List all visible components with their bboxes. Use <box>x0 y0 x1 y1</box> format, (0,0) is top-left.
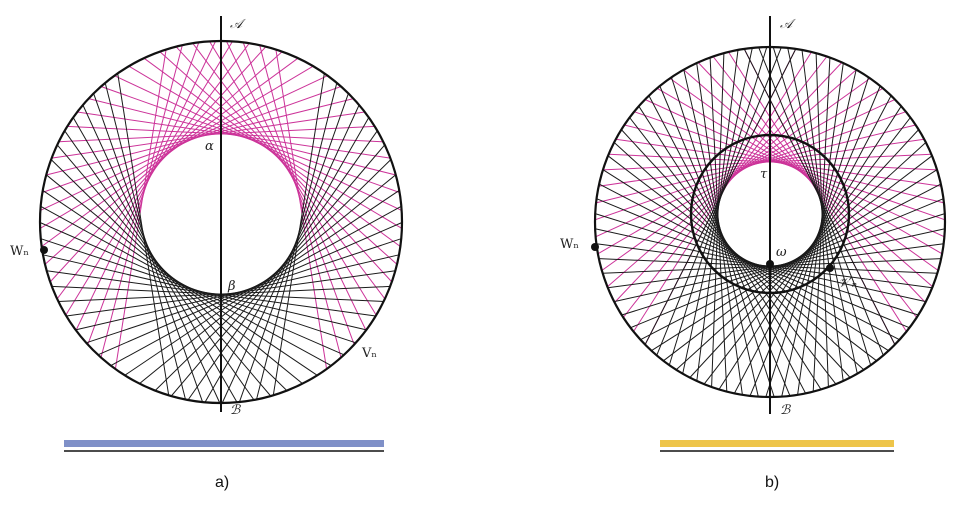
panel-a-black-chord-22 <box>42 189 318 376</box>
panel-a-magenta-chord-8 <box>41 57 299 247</box>
panel-a-label-top-axis: 𝒜 <box>230 17 246 32</box>
panel-b-black-chord-35 <box>638 105 822 390</box>
panel-a-black-chord-26 <box>64 130 255 401</box>
panel-a-magenta-chord-29 <box>275 49 328 370</box>
panel-b-black-chord-28 <box>596 198 910 329</box>
panel-b-black-chord-36 <box>648 95 807 394</box>
panel-a-label-beta: β <box>227 279 236 294</box>
panel-a-label-v-point: Vₙ <box>361 346 377 361</box>
panel-b-black-chord-37 <box>659 85 791 397</box>
panel-b-label-bottom-axis: ℬ <box>780 403 791 418</box>
panel-b-v-prime-dot <box>826 264 834 272</box>
panel-b-black-chord-46 <box>656 47 782 356</box>
panel-b-label-w-point: Wₙ <box>560 237 579 252</box>
panel-b-black-chord-43 <box>696 49 739 382</box>
panel-a-black-chord-31 <box>117 73 170 396</box>
panel-a-black-chord-30 <box>104 82 186 400</box>
panel-b-black-chord-40 <box>696 63 743 395</box>
panel-b: 𝒜 ℬ τ ω Wₙ 𝒱′ₙ b) <box>560 16 947 491</box>
panel-b-magenta-chord-7 <box>595 99 896 238</box>
panel-a-label-alpha: α <box>205 139 214 154</box>
panel-b-black-chord-32 <box>613 142 865 371</box>
panel-b-label-omega: ω <box>776 245 787 260</box>
panel-a-magenta-chord-3 <box>75 40 217 331</box>
panel-b-color-bar <box>660 440 894 447</box>
panel-b-black-chord-44 <box>682 47 753 374</box>
panel-a-black-chord-23 <box>45 174 303 384</box>
panel-b-black-chord-31 <box>607 155 877 362</box>
panel-a-black-chord-27 <box>72 117 238 403</box>
panel-a-black-chord-25 <box>56 144 272 397</box>
panel-a-w-point-dot <box>40 246 48 254</box>
panel-a-caption: a) <box>215 474 229 491</box>
panel-a-magenta-chord-9 <box>39 65 314 229</box>
panel-a-magenta-chord-4 <box>65 41 233 316</box>
panel-a-magenta-chord-1 <box>100 45 183 358</box>
panel-a-magenta-chord-10 <box>40 75 328 211</box>
panel-a-magenta-chord-12 <box>46 98 354 176</box>
panel-b-label-tau: τ <box>760 167 768 182</box>
panel-a-magenta-chord-5 <box>56 42 250 300</box>
panel-a-color-bar <box>64 440 384 447</box>
panel-a-magenta-chords <box>39 40 403 370</box>
panel-a-black-chord-21 <box>40 205 332 367</box>
panel-a-magenta-chord-7 <box>44 51 283 265</box>
panel-b-black-chord-30 <box>602 169 889 352</box>
panel-a-magenta-chord-0 <box>114 49 167 370</box>
panel-a-black-chords <box>39 73 403 404</box>
panel-b-black-chords <box>594 46 946 398</box>
panel-b-omega-dot <box>766 260 774 268</box>
panel-b-black-chord-47 <box>644 48 797 345</box>
panel-b-black-chord-42 <box>711 53 725 388</box>
panel-b-caption: b) <box>765 474 779 491</box>
panel-a-magenta-chord-6 <box>49 46 267 283</box>
panel-b-black-chord-33 <box>621 129 851 378</box>
panel-a-black-chord-20 <box>39 222 345 356</box>
panel-b-black-chord-38 <box>671 77 775 398</box>
panel-a-label-w-point: Wₙ <box>10 244 29 259</box>
panel-a-black-chord-24 <box>50 159 288 391</box>
panel-a-magenta-chord-2 <box>87 42 200 345</box>
panel-a-magenta-chord-11 <box>42 86 342 193</box>
panel-b-w-point-dot <box>591 243 599 251</box>
panel-a-black-chord-28 <box>82 104 221 404</box>
panel-a-black-chord-29 <box>93 93 204 403</box>
panel-b-magenta-chord-6 <box>597 87 884 255</box>
panel-b-black-chord-45 <box>668 46 768 366</box>
panel-b-label-v-prime-point: 𝒱′ₙ <box>838 276 857 291</box>
panel-a-label-bottom-axis: ℬ <box>230 403 241 418</box>
panel-a: 𝒜 ℬ α β Wₙ Vₙ a) <box>10 16 404 491</box>
panel-a-black-chord-19 <box>40 238 356 344</box>
panel-b-black-chord-39 <box>683 69 759 397</box>
panel-b-black-chord-34 <box>629 117 837 385</box>
panel-b-black-chord-41 <box>709 57 728 392</box>
panel-b-magenta-chord-5 <box>601 77 871 271</box>
panel-b-label-top-axis: 𝒜 <box>780 17 796 32</box>
